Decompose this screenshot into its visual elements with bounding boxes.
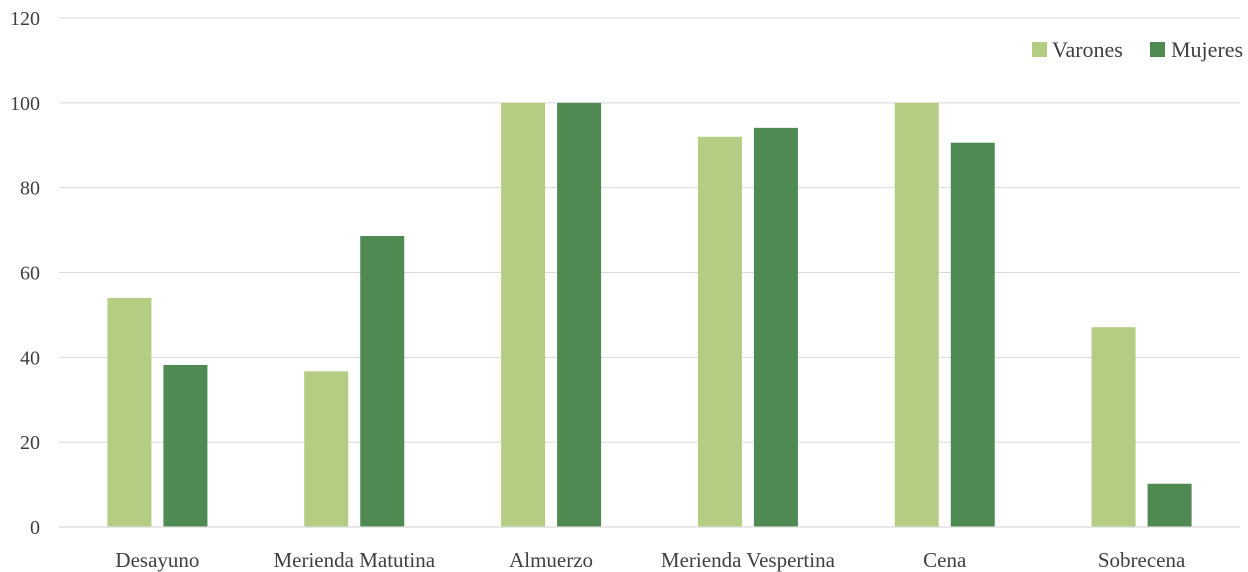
bar-varones-merienda-vespertina — [697, 136, 742, 527]
bar-mujeres-sobrecena — [1147, 483, 1192, 527]
bar-mujeres-desayuno — [163, 364, 208, 527]
bars — [107, 102, 1192, 528]
x-category-label: Almuerzo — [509, 548, 593, 572]
bar-mujeres-merienda-matutina — [360, 236, 405, 527]
y-axis-labels: 0 20 40 60 80 100 120 — [10, 8, 40, 539]
x-category-label: Merienda Matutina — [273, 548, 435, 572]
y-tick-label: 0 — [30, 517, 40, 539]
bar-mujeres-merienda-vespertina — [753, 127, 798, 528]
gridlines — [59, 17, 1240, 443]
bar-mujeres-cena — [950, 142, 995, 527]
x-category-label: Sobrecena — [1098, 548, 1186, 572]
bar-varones-almuerzo — [501, 102, 546, 527]
x-axis: Desayuno Merienda Matutina Almuerzo Meriend… — [59, 526, 1240, 572]
bar-varones-cena — [894, 102, 939, 527]
legend-label-varones: Varones — [1052, 37, 1123, 62]
bar-varones-merienda-matutina — [304, 371, 349, 527]
x-category-label: Cena — [923, 548, 967, 572]
y-tick-label: 80 — [20, 178, 40, 200]
legend-swatch-varones — [1032, 42, 1047, 57]
bar-varones-sobrecena — [1091, 327, 1136, 527]
y-tick-label: 100 — [10, 93, 40, 115]
legend-label-mujeres: Mujeres — [1171, 37, 1243, 62]
y-tick-label: 20 — [20, 432, 40, 454]
y-tick-label: 120 — [10, 8, 40, 30]
y-tick-label: 60 — [20, 263, 40, 285]
bar-mujeres-almuerzo — [557, 102, 602, 527]
bar-varones-desayuno — [107, 297, 152, 527]
legend-swatch-mujeres — [1150, 42, 1165, 57]
x-category-label: Desayuno — [115, 548, 199, 572]
x-category-label: Merienda Vespertina — [661, 548, 836, 572]
legend: Varones Mujeres — [1032, 37, 1243, 62]
y-tick-label: 40 — [20, 347, 40, 369]
